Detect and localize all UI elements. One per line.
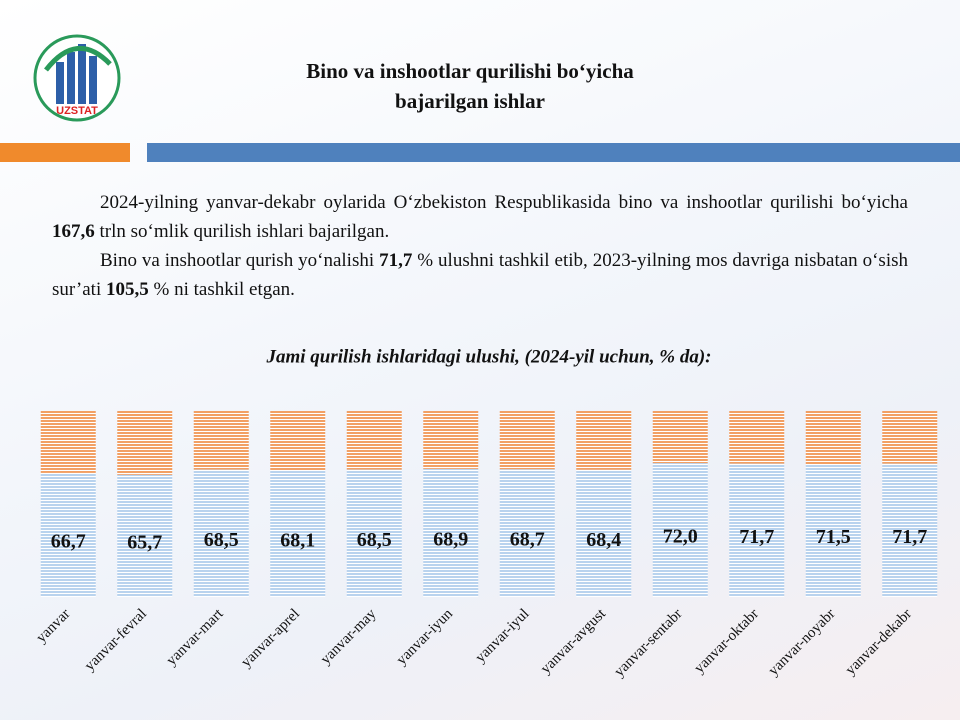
- chart-title: Jami qurilish ishlaridagi ulushi, (2024-…: [265, 346, 711, 367]
- page-title: Bino va inshootlar qurilishi bo‘yicha ba…: [200, 56, 740, 116]
- bar-segment: [652, 463, 708, 597]
- accent-bar: [0, 143, 130, 162]
- bar-segment: [652, 411, 708, 464]
- bar-segment: [805, 411, 861, 465]
- bar-segment: [805, 464, 861, 597]
- bar-segment: [423, 468, 479, 597]
- bar-segment: [882, 463, 938, 597]
- title-line: Bino va inshootlar qurilishi bo‘yicha: [306, 59, 634, 83]
- bar-segment: [499, 469, 555, 597]
- highlight: 167,6: [52, 221, 95, 242]
- highlight: 71,7: [379, 250, 413, 271]
- data-label: 68,4: [586, 529, 621, 551]
- x-tick-label: yanvar-iyul: [473, 606, 533, 666]
- highlight: 105,5: [106, 279, 149, 300]
- bar-segment: [40, 411, 96, 473]
- bar-segment: [346, 469, 402, 597]
- x-tick-label: yanvar-fevral: [82, 606, 150, 674]
- x-tick-label: yanvar-oktabr: [691, 606, 762, 677]
- data-label: 68,1: [280, 529, 315, 551]
- bar-segment: [729, 463, 785, 597]
- bar-segment: [270, 411, 326, 471]
- paragraph: Bino va inshootlar qurish yo‘nalishi 71,…: [52, 246, 908, 304]
- data-label: 66,7: [51, 531, 86, 553]
- bar-segment: [117, 411, 173, 475]
- data-label: 68,9: [433, 529, 468, 551]
- x-tick-label: yanvar-iyun: [394, 606, 457, 669]
- x-tick-label: yanvar-aprel: [238, 606, 303, 671]
- accent-bar: [147, 143, 960, 162]
- x-tick-label: yanvar-dekabr: [843, 606, 915, 678]
- title-line: bajarilgan ishlar: [395, 89, 545, 113]
- paragraph: 2024-yilning yanvar-dekabr oylarida O‘zb…: [52, 188, 908, 246]
- data-label: 71,7: [739, 526, 774, 548]
- text: % ni tashkil etgan.: [148, 279, 295, 300]
- x-tick-label: yanvar-noyabr: [766, 606, 839, 679]
- bar-segment: [729, 411, 785, 464]
- data-label: 65,7: [127, 531, 162, 553]
- bar-segment: [576, 469, 632, 597]
- x-tick-label: yanvar-mart: [164, 605, 228, 669]
- text: 2024-yilning yanvar-dekabr oylarida O‘zb…: [100, 192, 908, 213]
- x-tick-label: yanvar-sentabr: [611, 606, 685, 680]
- data-label: 68,5: [204, 529, 239, 551]
- x-tick-label: yanvar-may: [318, 606, 380, 668]
- logo-text: UZSTAT: [56, 105, 98, 117]
- bar-segment: [193, 411, 249, 470]
- data-label: 68,5: [357, 529, 392, 551]
- x-tick-label: yanvar: [33, 606, 73, 646]
- x-tick-label: yanvar-avgust: [538, 605, 610, 677]
- text: trln so‘mlik qurilish ishlari bajarilgan…: [94, 221, 390, 242]
- bar-segment: [40, 472, 96, 597]
- text: % ulushni tashkil etib, 2023-yilning mos…: [52, 250, 908, 300]
- logo: UZSTAT: [33, 34, 121, 122]
- bar-segment: [117, 474, 173, 597]
- bar-segment: [270, 470, 326, 597]
- text: Bino va inshootlar qurish yo‘nalishi: [100, 250, 380, 271]
- bar-segment: [193, 469, 249, 597]
- body-text: 2024-yilning yanvar-dekabr oylarida O‘zb…: [52, 188, 908, 304]
- data-label: 71,5: [816, 526, 851, 548]
- data-label: 72,0: [663, 526, 698, 548]
- data-label: 71,7: [892, 526, 927, 548]
- bar-segment: [576, 411, 632, 470]
- bar-segment: [423, 411, 479, 469]
- bar-segment: [882, 411, 938, 464]
- bar-segment: [346, 411, 402, 470]
- data-label: 68,7: [510, 529, 545, 551]
- bar-segment: [499, 411, 555, 470]
